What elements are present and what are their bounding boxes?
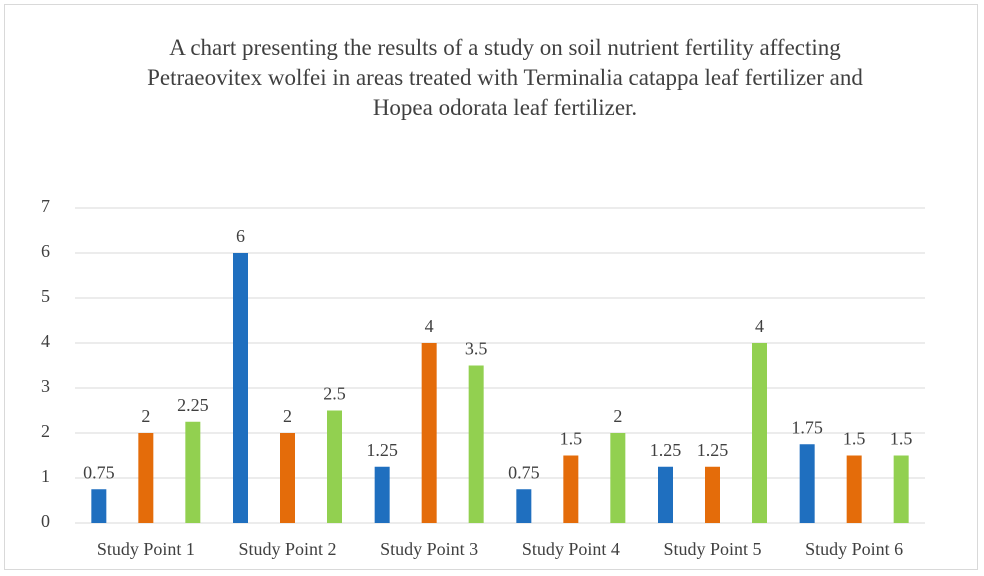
- data-label: 4: [425, 316, 434, 336]
- bar: [138, 433, 154, 523]
- data-label: 2: [283, 406, 292, 426]
- data-label: 6: [236, 226, 245, 246]
- bar: [374, 466, 390, 523]
- data-label: 1.25: [697, 440, 729, 460]
- y-tick-label: 4: [41, 331, 50, 351]
- chart-title: A chart presenting the results of a stud…: [147, 35, 863, 120]
- data-label: 1.5: [890, 429, 913, 449]
- x-tick-label: Study Point 3: [380, 539, 478, 559]
- data-label: 0.75: [83, 462, 115, 482]
- x-tick-label: Study Point 1: [97, 539, 195, 559]
- data-label: 1.75: [791, 417, 823, 437]
- data-label: 2.25: [177, 395, 209, 415]
- bar: [846, 455, 862, 523]
- bar: [799, 444, 815, 523]
- bar: [610, 433, 626, 523]
- data-label: 1.5: [560, 429, 583, 449]
- bar: [705, 466, 720, 523]
- x-tick-label: Study Point 6: [805, 539, 903, 559]
- y-tick-label: 0: [41, 511, 50, 531]
- bar: [327, 410, 342, 523]
- y-tick-label: 5: [41, 286, 50, 306]
- bar: [516, 489, 532, 523]
- y-tick-label: 3: [41, 376, 50, 396]
- bar: [468, 365, 484, 523]
- y-tick-label: 7: [41, 196, 50, 216]
- data-label: 1.25: [366, 440, 398, 460]
- data-label: 2.5: [323, 384, 346, 404]
- data-label: 3.5: [465, 339, 488, 359]
- y-tick-label: 6: [41, 241, 50, 261]
- data-label: 2: [613, 406, 622, 426]
- bar: [658, 466, 673, 523]
- x-tick-label: Study Point 4: [522, 539, 620, 559]
- bar: [91, 489, 107, 523]
- data-label: 4: [755, 316, 764, 336]
- bar: [185, 421, 201, 523]
- bar: [752, 343, 767, 523]
- bar: [421, 343, 437, 523]
- data-label: 1.25: [650, 440, 682, 460]
- x-tick-label: Study Point 2: [238, 539, 336, 559]
- data-label: 1.5: [843, 429, 866, 449]
- bar: [280, 433, 295, 523]
- bar: [563, 455, 579, 523]
- y-tick-label: 2: [41, 421, 50, 441]
- chart-frame: [4, 4, 978, 570]
- y-tick-label: 1: [41, 466, 50, 486]
- x-tick-label: Study Point 5: [663, 539, 761, 559]
- bar: [233, 253, 248, 523]
- data-label: 0.75: [508, 462, 540, 482]
- bar: [893, 455, 909, 523]
- data-label: 2: [141, 406, 150, 426]
